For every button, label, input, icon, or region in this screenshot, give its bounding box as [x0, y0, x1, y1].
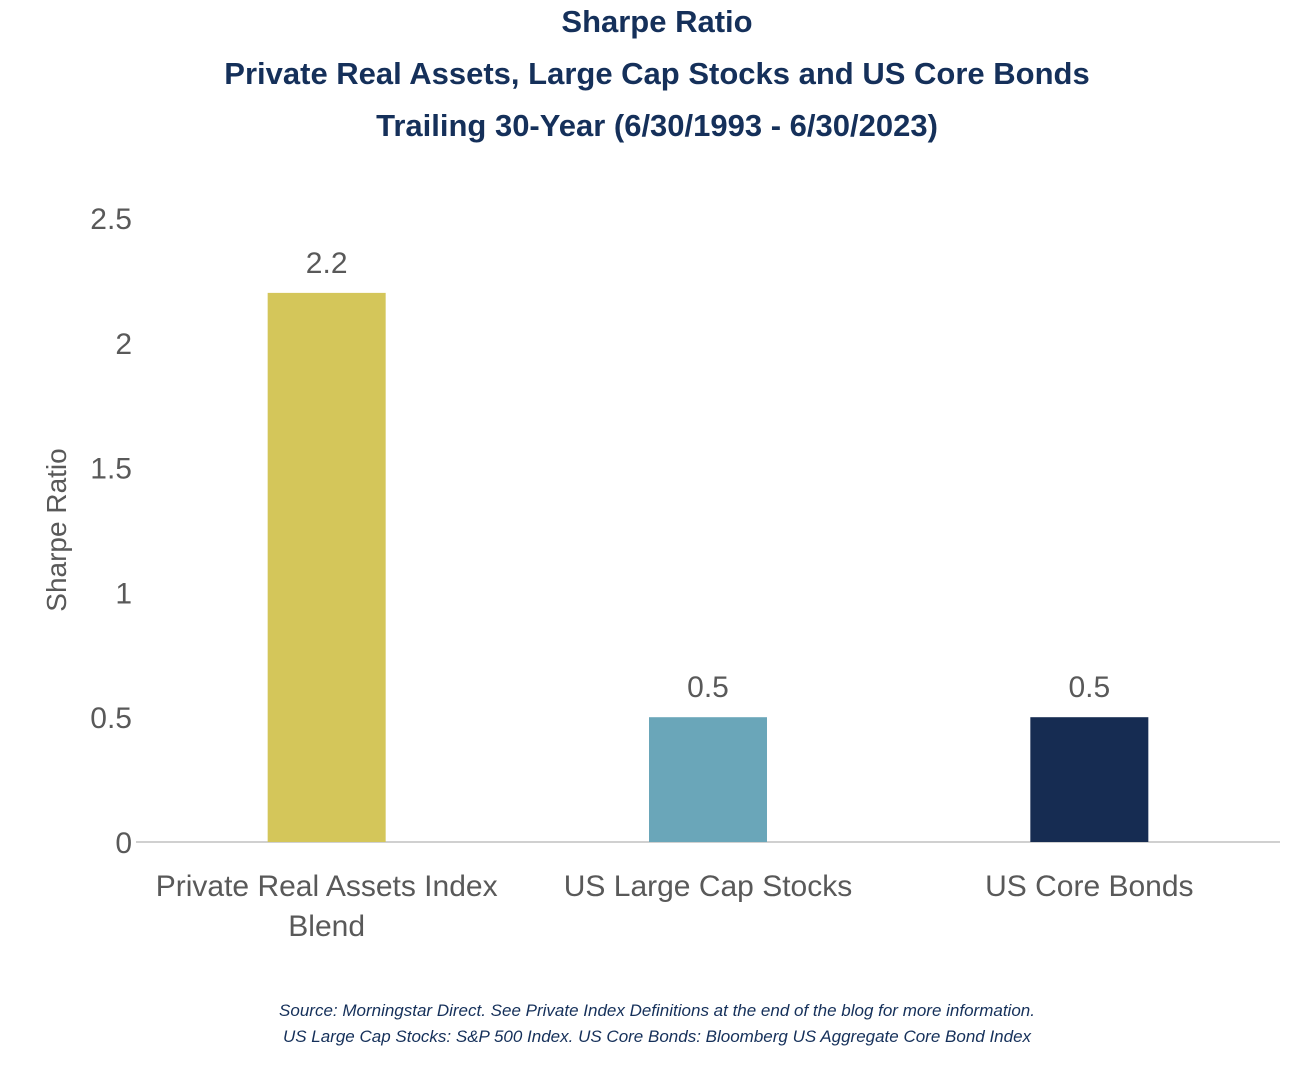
sharpe-ratio-bar-chart: 0 0.5 1 1.5 2 2.5 Sharpe Ratio 2.2 0.5 0.5 Priv…	[41, 203, 1280, 943]
category-label: Private Real Assets Index	[156, 870, 498, 903]
source-line-1: Source: Morningstar Direct. See Private …	[279, 1001, 1035, 1020]
y-tick-label: 1.5	[90, 453, 132, 486]
data-label: 0.5	[1068, 671, 1110, 704]
y-tick-label: 2.5	[90, 203, 132, 236]
x-axis-category-labels: Private Real Assets Index Blend US Large C…	[156, 870, 1194, 943]
y-tick-label: 2	[115, 328, 132, 361]
data-label: 2.2	[306, 247, 348, 280]
source-note: Source: Morningstar Direct. See Private …	[0, 998, 1314, 1050]
chart-title: Sharpe Ratio	[561, 4, 753, 39]
y-tick-label: 0	[115, 827, 132, 860]
chart-subtitle-line-2: Trailing 30-Year (6/30/1993 - 6/30/2023)	[376, 108, 938, 143]
bar	[1030, 717, 1149, 842]
source-line-2: US Large Cap Stocks: S&P 500 Index. US C…	[282, 1027, 1032, 1046]
y-tick-label: 0.5	[90, 702, 132, 735]
chart-title-block: Sharpe Ratio Private Real Assets, Large …	[0, 0, 1314, 152]
bars-group	[267, 292, 1149, 842]
chart-subtitle-line-1: Private Real Assets, Large Cap Stocks an…	[224, 56, 1090, 91]
data-label: 0.5	[687, 671, 729, 704]
bar	[649, 717, 767, 842]
category-label: US Core Bonds	[985, 870, 1193, 903]
category-label: US Large Cap Stocks	[564, 870, 852, 903]
y-axis-ticks: 0 0.5 1 1.5 2 2.5	[90, 203, 132, 860]
category-label: Blend	[288, 910, 365, 943]
bar	[267, 292, 386, 842]
data-labels-group: 2.2 0.5 0.5	[306, 247, 1110, 704]
y-axis-title: Sharpe Ratio	[41, 448, 72, 611]
y-tick-label: 1	[115, 577, 132, 610]
